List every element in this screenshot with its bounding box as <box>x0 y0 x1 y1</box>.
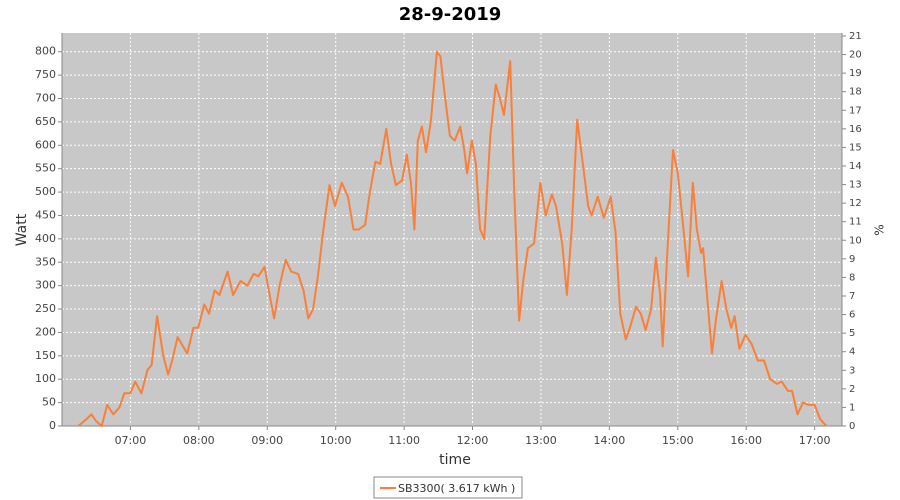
y-tick-label: 250 <box>35 302 56 315</box>
y-axis-label: Watt <box>14 213 30 246</box>
y2-tick-label: 17 <box>849 105 862 116</box>
y-tick-label: 150 <box>35 349 56 362</box>
chart-title: 28-9-2019 <box>399 4 502 25</box>
y2-tick-label: 21 <box>849 31 862 42</box>
y2-tick-label: 18 <box>849 87 862 98</box>
x-tick-label: 17:00 <box>799 434 831 447</box>
y2-axis-label: % <box>873 224 887 235</box>
y-tick-label: 600 <box>35 138 56 151</box>
y2-tick-label: 3 <box>849 365 855 376</box>
plot-area <box>62 33 842 426</box>
y2-tick-label: 13 <box>849 180 862 191</box>
y-tick-label: 400 <box>35 232 56 245</box>
y-tick-label: 100 <box>35 372 56 385</box>
y2-tick-label: 0 <box>849 421 855 432</box>
y-tick-label: 700 <box>35 92 56 105</box>
y2-tick-label: 2 <box>849 384 855 395</box>
x-tick-label: 07:00 <box>115 434 147 447</box>
y-tick-label: 300 <box>35 279 56 292</box>
x-tick-label: 13:00 <box>525 434 557 447</box>
y2-tick-label: 15 <box>849 142 862 153</box>
y-tick-label: 350 <box>35 255 56 268</box>
y2-tick-label: 20 <box>849 50 862 61</box>
x-tick-label: 09:00 <box>251 434 283 447</box>
y2-tick-label: 4 <box>849 347 855 358</box>
y2-tick-label: 16 <box>849 124 862 135</box>
y2-tick-label: 6 <box>849 310 855 321</box>
x-tick-label: 12:00 <box>457 434 489 447</box>
x-tick-label: 14:00 <box>594 434 626 447</box>
y-tick-label: 800 <box>35 45 56 58</box>
x-tick-label: 15:00 <box>662 434 694 447</box>
y2-tick-label: 10 <box>849 235 862 246</box>
x-tick-label: 08:00 <box>183 434 215 447</box>
legend-box <box>373 476 523 499</box>
y-tick-label: 550 <box>35 162 56 175</box>
y-tick-label: 500 <box>35 185 56 198</box>
y-tick-label: 650 <box>35 115 56 128</box>
x-axis-label: time <box>439 452 471 468</box>
y-tick-label: 50 <box>42 396 56 409</box>
legend-label: SB3300( 3.617 kWh ) <box>398 482 515 495</box>
y2-tick-label: 11 <box>849 217 862 228</box>
line-series <box>77 50 828 427</box>
x-tick-label: 10:00 <box>320 434 352 447</box>
y2-tick-label: 7 <box>849 291 855 302</box>
y2-tick-label: 1 <box>849 402 855 413</box>
y-tick-label: 450 <box>35 208 56 221</box>
y2-tick-label: 5 <box>849 328 855 339</box>
y2-tick-label: 19 <box>849 68 862 79</box>
y-tick-label: 200 <box>35 325 56 338</box>
y-tick-label: 750 <box>35 68 56 81</box>
y2-tick-label: 8 <box>849 272 855 283</box>
y2-tick-label: 12 <box>849 198 862 209</box>
x-tick-label: 16:00 <box>730 434 762 447</box>
y2-tick-label: 9 <box>849 254 855 265</box>
y-tick-label: 0 <box>49 419 56 432</box>
y2-tick-label: 14 <box>849 161 862 172</box>
x-tick-label: 11:00 <box>388 434 420 447</box>
